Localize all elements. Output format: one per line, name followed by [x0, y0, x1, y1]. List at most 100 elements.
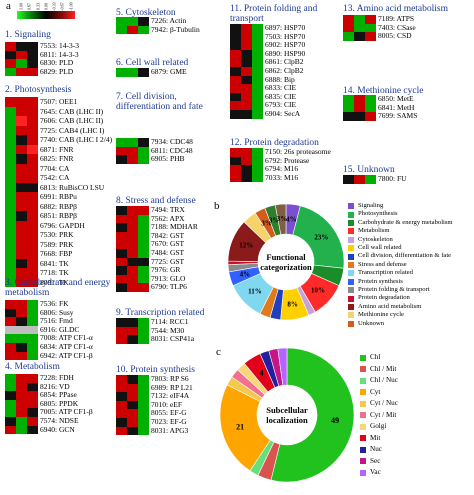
heatmap-cell — [16, 382, 27, 392]
protein-label: 6850: MetE — [378, 94, 414, 103]
heatmap-cell — [5, 308, 16, 318]
heatmap-cell — [16, 144, 27, 154]
heatmap-cell — [116, 266, 127, 275]
heatmap-cell — [27, 211, 38, 221]
protein-label: 7484: GST — [151, 248, 185, 257]
heatmap-cell — [27, 163, 38, 173]
heatmap-cell — [5, 317, 16, 326]
section-title-s1: 1. Signaling — [5, 30, 51, 40]
heatmap-cell — [27, 308, 38, 318]
legend-entry: Cyt / Mit — [360, 410, 470, 422]
slice-label: 4% — [286, 215, 297, 223]
heatmap-cell — [116, 409, 127, 418]
protein-label: 6811: CDC48 — [151, 145, 193, 155]
heatmap-cell — [138, 146, 149, 156]
legend-swatch — [360, 412, 366, 419]
heatmap-cell — [116, 335, 127, 344]
heatmap-cell — [27, 116, 38, 126]
slice-label: 10% — [311, 287, 325, 295]
legend-swatch — [360, 469, 366, 476]
protein-label: 6841: MetH — [378, 102, 415, 112]
heatmap-cell — [241, 84, 252, 93]
legend-swatch — [348, 320, 354, 327]
heatmap-cell — [252, 58, 263, 67]
donut-center-label: Subcellular — [266, 405, 308, 415]
heatmap-cell — [241, 109, 252, 119]
heatmap-cell — [252, 165, 263, 174]
protein-label: 6805: PPDK — [40, 398, 79, 408]
heatmap-cell — [16, 425, 27, 435]
protein-label: 6904: SecA — [265, 109, 301, 118]
heatmap-cell — [230, 24, 241, 33]
heatmap-cell — [16, 277, 27, 287]
heatmap-cell — [27, 182, 38, 192]
legend-swatch — [348, 228, 354, 235]
heatmap-cell — [127, 318, 138, 327]
protein-label: 8031: CSP41a — [151, 334, 195, 344]
protein-label: 7913: GLO — [151, 273, 186, 283]
heatmap-cell — [27, 300, 38, 309]
protein-label: 7494: TRX — [151, 205, 185, 214]
section-title-s13: 13. Amino acid metabolism — [343, 4, 449, 14]
heatmap-cell — [127, 335, 138, 344]
legend-label: Photosynthesis — [358, 210, 398, 218]
section-title-s14: 14. Methionine cycle — [343, 86, 424, 96]
section-title-s10: 10. Protein synthesis — [116, 365, 195, 375]
heatmap-cell — [27, 391, 38, 400]
heatmap-cell — [230, 58, 241, 67]
protein-label: 8081: TK — [40, 277, 69, 287]
legend-entry: Cell division, differentiation & fate — [348, 252, 474, 260]
heatmap-cell — [116, 231, 127, 241]
protein-label: 7740: CAB (LHC I 2/4) — [40, 135, 113, 144]
heatmap-cell — [241, 101, 252, 110]
heatmap-cell — [230, 165, 241, 174]
heatmap-cell — [138, 214, 149, 224]
legend-entry: Protein folding & transport — [348, 286, 474, 294]
slice-label: 4% — [240, 271, 251, 279]
heatmap-cell — [5, 239, 16, 249]
heatmap-cell — [138, 417, 149, 427]
heatmap-cell — [138, 68, 149, 77]
heatmap-cell — [16, 317, 27, 326]
protein-label: 7976: GR — [151, 265, 181, 275]
heatmap-s11 — [230, 24, 263, 119]
heatmap-s14 — [343, 95, 376, 121]
heatmap-cell — [16, 374, 27, 383]
heatmap-cell — [27, 425, 38, 435]
heatmap-cell — [5, 342, 16, 352]
slice-label: 3% — [277, 215, 288, 223]
heatmap-cell — [27, 173, 38, 183]
heatmap-s5 — [116, 17, 149, 35]
heatmap-cell — [116, 318, 127, 327]
heatmap-cell — [16, 116, 27, 126]
heatmap-cell — [5, 325, 16, 335]
protein-label: 7188: MDHAR — [151, 222, 198, 232]
legend-entry: Chl — [360, 352, 470, 364]
heatmap-cell — [230, 32, 241, 42]
heatmap-cell — [5, 59, 16, 68]
legend-label: Metabolism — [358, 227, 390, 235]
heatmap-cell — [116, 274, 127, 284]
protein-label: 7542: CA — [40, 173, 70, 182]
heatmap-cell — [16, 50, 27, 60]
legend-swatch — [348, 236, 354, 243]
heatmap-cell — [252, 156, 263, 166]
heatmap-cell — [116, 155, 127, 164]
heatmap-s3 — [5, 300, 38, 361]
protein-label: 6861: ClpB2 — [265, 57, 304, 67]
heatmap-cell — [138, 223, 149, 232]
heatmap-cell — [127, 146, 138, 156]
heatmap-cell — [343, 32, 354, 41]
heatmap-cell — [16, 220, 27, 230]
section-title-s15: 15. Unknown — [343, 165, 395, 175]
heatmap-cell — [354, 15, 365, 24]
legend-label: Vac — [370, 468, 381, 476]
heatmap-cell — [5, 201, 16, 211]
heatmap-s7 — [116, 138, 149, 164]
donut-center-label: Functional — [266, 252, 306, 262]
heatmap-cell — [16, 201, 27, 211]
heatmap-cell — [16, 230, 27, 240]
heatmap-cell — [241, 32, 252, 42]
section-title-s8: 8. Stress and defense — [116, 196, 196, 206]
heatmap-cell — [343, 175, 354, 184]
